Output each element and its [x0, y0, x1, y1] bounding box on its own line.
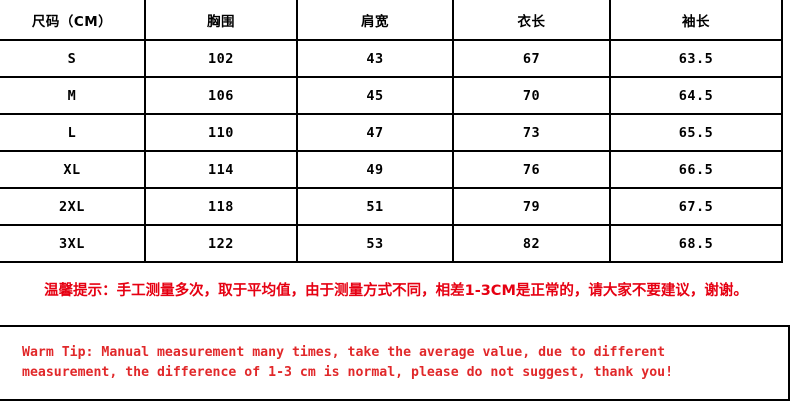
cell-length: 73: [453, 114, 611, 152]
cell-size: 3XL: [0, 225, 146, 263]
cell-shoulder: 43: [297, 40, 454, 78]
cell-bust: 106: [145, 77, 298, 115]
cell-sleeve: 66.5: [610, 151, 782, 189]
cell-shoulder: 51: [297, 188, 454, 226]
column-header-size: 尺码（CM）: [0, 0, 146, 41]
table-row: 2XL 118 51 79 67.5: [0, 188, 782, 226]
cell-shoulder: 49: [297, 151, 454, 189]
cell-sleeve: 65.5: [610, 114, 782, 152]
cell-shoulder: 45: [297, 77, 454, 115]
table-row: L 110 47 73 65.5: [0, 114, 782, 152]
cell-length: 82: [453, 225, 611, 263]
cell-length: 70: [453, 77, 611, 115]
table-row: 3XL 122 53 82 68.5: [0, 225, 782, 263]
table-row: XL 114 49 76 66.5: [0, 151, 782, 189]
cell-bust: 110: [145, 114, 298, 152]
table-body: S 102 43 67 63.5 M 106 45 70 64.5 L 110 …: [0, 40, 782, 263]
table-row: M 106 45 70 64.5: [0, 77, 782, 115]
size-chart-table: 尺码（CM） 胸围 肩宽 衣长 袖长 S 102 43 67 63.5 M 10…: [0, 0, 783, 263]
column-header-sleeve: 袖长: [610, 0, 782, 41]
cell-sleeve: 63.5: [610, 40, 782, 78]
cell-bust: 118: [145, 188, 298, 226]
cell-bust: 102: [145, 40, 298, 78]
cell-sleeve: 64.5: [610, 77, 782, 115]
cell-bust: 114: [145, 151, 298, 189]
column-header-bust: 胸围: [145, 0, 298, 41]
cell-bust: 122: [145, 225, 298, 263]
warm-tip-english-box: Warm Tip: Manual measurement many times,…: [0, 325, 790, 401]
warm-tip-chinese: 温馨提示：手工测量多次，取于平均值，由于测量方式不同，相差1-3CM是正常的，请…: [44, 283, 748, 299]
cell-sleeve: 68.5: [610, 225, 782, 263]
column-header-length: 衣长: [453, 0, 611, 41]
cell-size: L: [0, 114, 146, 152]
column-header-shoulder: 肩宽: [297, 0, 454, 41]
cell-shoulder: 47: [297, 114, 454, 152]
cell-size: M: [0, 77, 146, 115]
cell-length: 67: [453, 40, 611, 78]
cell-size: 2XL: [0, 188, 146, 226]
cell-length: 76: [453, 151, 611, 189]
cell-length: 79: [453, 188, 611, 226]
cell-size: S: [0, 40, 146, 78]
table-header: 尺码（CM） 胸围 肩宽 衣长 袖长: [0, 0, 782, 41]
warm-tip-english: Warm Tip: Manual measurement many times,…: [22, 345, 674, 380]
table-header-row: 尺码（CM） 胸围 肩宽 衣长 袖长: [0, 0, 782, 41]
cell-sleeve: 67.5: [610, 188, 782, 226]
table-row: S 102 43 67 63.5: [0, 40, 782, 78]
cell-size: XL: [0, 151, 146, 189]
cell-shoulder: 53: [297, 225, 454, 263]
